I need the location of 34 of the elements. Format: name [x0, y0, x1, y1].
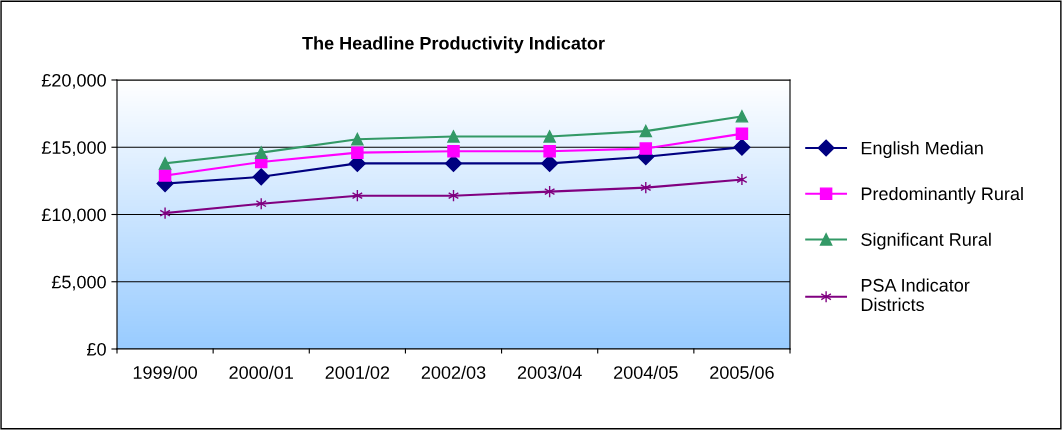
x-tick-label: 2001/02 — [325, 365, 390, 379]
y-tick-label: £0 — [87, 342, 106, 356]
legend-label: English Median — [861, 141, 983, 159]
legend-label: PSA Indicator Districts — [861, 278, 970, 312]
point — [252, 168, 270, 186]
legend-label: Predominantly Rural — [861, 186, 1023, 204]
x-tick-label: 1999/00 — [133, 365, 197, 379]
point — [447, 145, 460, 158]
point — [639, 124, 653, 138]
point — [351, 146, 364, 159]
point — [735, 127, 749, 141]
y-tick-label: £10,000 — [41, 208, 106, 224]
point — [733, 138, 751, 156]
x-tick-label: 2002/03 — [421, 365, 486, 379]
point — [254, 146, 268, 159]
point — [447, 130, 460, 143]
x-tick-label: 2000/01 — [229, 365, 293, 379]
point — [351, 132, 364, 146]
x-tick-label: 2004/05 — [614, 365, 678, 379]
point — [736, 173, 748, 186]
y-tick-label: £20,000 — [41, 73, 106, 89]
x-tick-label: 2005/06 — [710, 365, 774, 379]
legend-label: Significant Rural — [861, 232, 991, 250]
point — [159, 206, 171, 220]
point — [735, 110, 749, 123]
y-tick-label: £15,000 — [41, 141, 106, 157]
x-tick-label: 2003/04 — [517, 365, 582, 379]
point — [543, 145, 556, 158]
point — [543, 130, 556, 143]
point — [158, 157, 172, 170]
point — [639, 142, 653, 155]
chart-title: The Headline Productivity Indicator — [302, 36, 605, 54]
point — [158, 169, 172, 182]
y-tick-label: £5,000 — [51, 275, 106, 291]
